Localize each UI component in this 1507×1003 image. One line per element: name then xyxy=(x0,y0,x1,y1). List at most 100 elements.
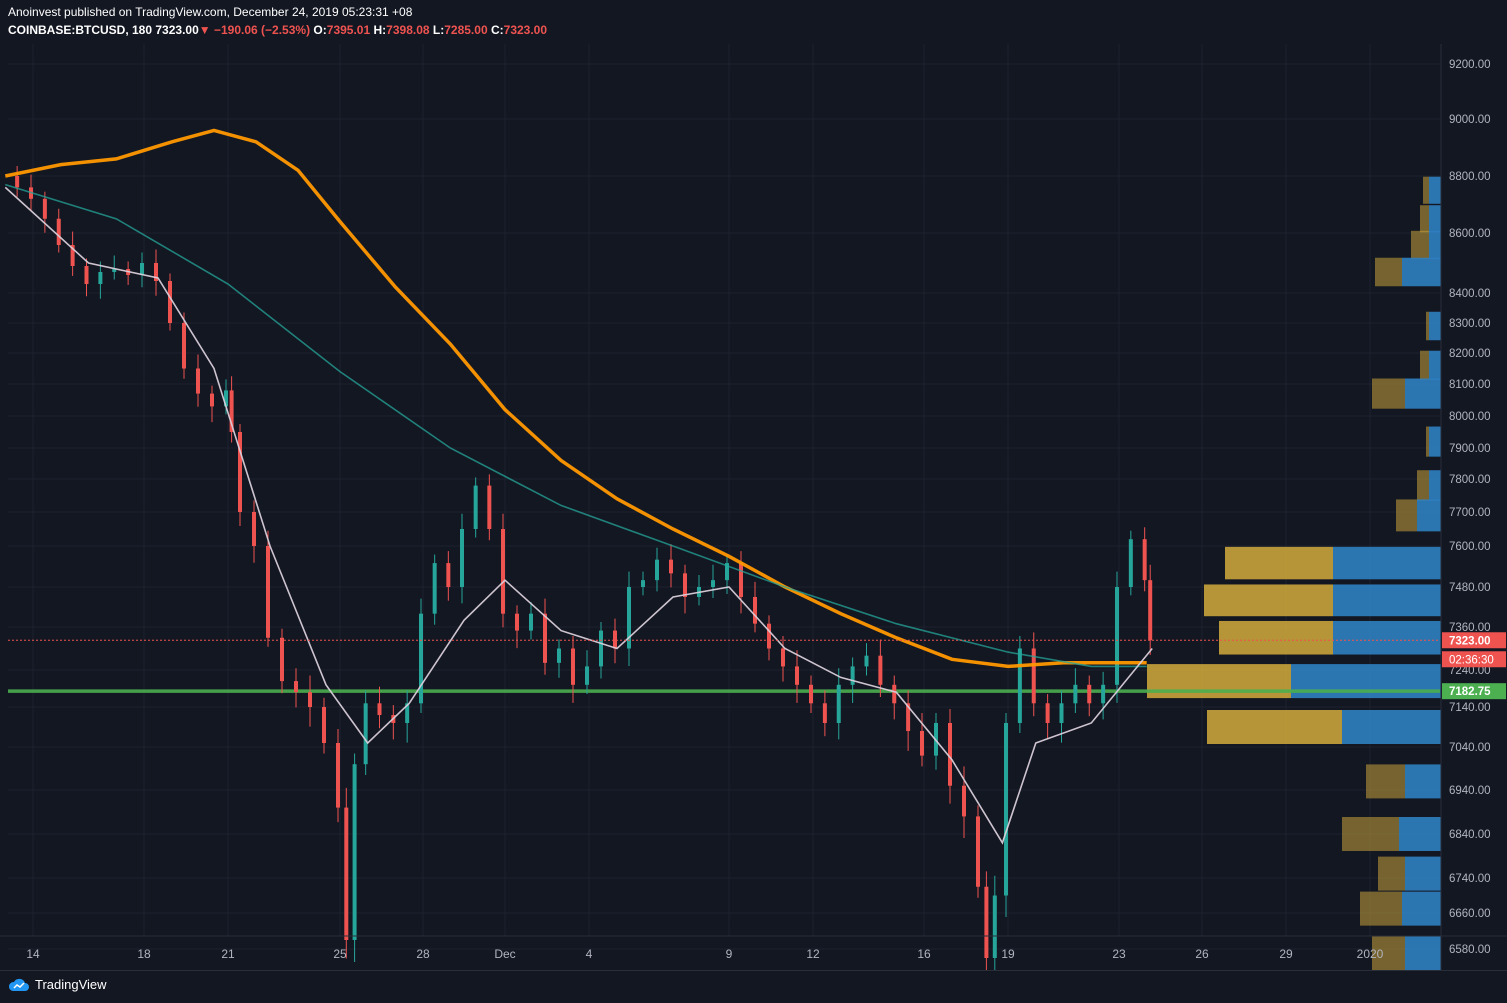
x-tick-label-6: 4 xyxy=(586,947,593,961)
candle-body-56 xyxy=(753,597,757,624)
candle-body-55 xyxy=(739,563,743,597)
time-axis[interactable]: 14 18 21 25 28 Dec 4 9 12 16 19 23 26 29 2020 xyxy=(0,935,1507,961)
candle-body-21 xyxy=(280,637,284,682)
x-tick-label-11: 23 xyxy=(1112,947,1126,961)
candle-body-39 xyxy=(515,613,519,631)
candle-body-40 xyxy=(529,613,533,631)
tradingview-logo[interactable]: TradingView xyxy=(8,977,107,992)
vp-buy-3 xyxy=(1402,257,1441,287)
open-value: 7395.01 xyxy=(326,23,371,37)
candle-body-18 xyxy=(238,432,242,512)
vp-buy-6 xyxy=(1405,378,1441,409)
grid-lines xyxy=(8,44,1440,950)
vp-sell-7 xyxy=(1426,426,1429,457)
vp-sell-3 xyxy=(1375,257,1402,287)
candle-body-85 xyxy=(1142,539,1147,581)
candle-body-8 xyxy=(112,269,117,272)
candle-body-82 xyxy=(1101,684,1106,704)
vp-sell-15 xyxy=(1366,764,1405,799)
vp-buy-18 xyxy=(1402,891,1441,926)
y-tick-label-11: 7700.00 xyxy=(1449,507,1491,519)
candle-body-65 xyxy=(878,655,883,685)
vp-buy-10 xyxy=(1333,546,1441,580)
price-chart[interactable]: 9200.00 9000.00 8800.00 8600.00 8400.00 8300.… xyxy=(0,44,1507,977)
candle-body-14 xyxy=(196,368,200,394)
vp-buy-7 xyxy=(1429,426,1441,457)
vp-buy-0 xyxy=(1429,176,1441,204)
x-tick-label-3: 25 xyxy=(333,947,347,961)
candle-body-51 xyxy=(683,573,687,597)
x-tick-label-10: 19 xyxy=(1001,947,1015,961)
vp-sell-19 xyxy=(1372,936,1405,971)
vp-buy-4 xyxy=(1429,311,1441,341)
candle-body-47 xyxy=(627,587,631,649)
y-tick-label-15: 7240.00 xyxy=(1449,665,1491,677)
y-tick-label-16: 7140.00 xyxy=(1449,702,1491,714)
symbol-label[interactable]: COINBASE:BTCUSD, 180 xyxy=(8,23,153,37)
y-tick-label-19: 6840.00 xyxy=(1449,829,1491,841)
candle-body-42 xyxy=(557,648,561,663)
candle-body-32 xyxy=(419,613,423,704)
y-tick-label-12: 7600.00 xyxy=(1449,541,1491,553)
y-tick-label-9: 7900.00 xyxy=(1449,443,1491,455)
y-tick-label-0: 9200.00 xyxy=(1449,59,1491,71)
cloud-icon xyxy=(8,978,29,991)
x-tick-label-14: 2020 xyxy=(1357,947,1384,961)
candle-body-10 xyxy=(140,263,144,275)
high-label: H: xyxy=(373,23,387,37)
ohlc-line: COINBASE:BTCUSD, 180 7323.00▼ −190.06 (−… xyxy=(8,23,547,37)
x-tick-label-13: 29 xyxy=(1279,947,1293,961)
candle-body-84 xyxy=(1128,539,1133,587)
candle-body-53 xyxy=(711,580,715,587)
candle-body-41 xyxy=(543,613,547,663)
candle-body-38 xyxy=(501,529,505,614)
candle-body-70 xyxy=(948,723,952,786)
x-tick-label-7: 9 xyxy=(726,947,733,961)
candle-body-66 xyxy=(892,684,897,704)
x-tick-label-5: Dec xyxy=(494,947,515,961)
y-tick-label-14: 7360.00 xyxy=(1449,622,1491,634)
candle-body-22 xyxy=(294,681,298,693)
volume-profile xyxy=(1147,176,1441,971)
candle-body-15 xyxy=(210,393,214,407)
price-axis[interactable]: 9200.00 9000.00 8800.00 8600.00 8400.00 8300.… xyxy=(1440,44,1507,970)
candle-body-59 xyxy=(795,666,799,685)
vp-buy-2 xyxy=(1429,230,1441,260)
low-value: 7285.00 xyxy=(444,23,488,37)
ma-line-1 xyxy=(5,183,1147,668)
candle-body-20 xyxy=(266,546,270,638)
vp-sell-9 xyxy=(1396,499,1417,532)
y-tick-label-2: 8800.00 xyxy=(1449,171,1491,183)
candle-body-11 xyxy=(154,263,158,281)
vp-buy-13 xyxy=(1291,664,1441,699)
y-tick-label-6: 8200.00 xyxy=(1449,348,1491,360)
candle-body-45 xyxy=(599,630,603,667)
y-tick-label-8: 8000.00 xyxy=(1449,411,1491,423)
candle-body-73 xyxy=(984,886,989,958)
vp-buy-17 xyxy=(1405,856,1441,891)
y-tick-label-10: 7800.00 xyxy=(1449,474,1491,486)
y-tick-label-3: 8600.00 xyxy=(1449,228,1491,240)
high-value: 7398.08 xyxy=(386,23,430,37)
candle-body-72 xyxy=(976,816,980,887)
y-tick-label-1: 9000.00 xyxy=(1449,114,1491,126)
candle-body-60 xyxy=(809,684,813,704)
candle-body-68 xyxy=(920,731,924,756)
vp-buy-19 xyxy=(1405,936,1441,971)
y-tick-label-18: 6940.00 xyxy=(1449,785,1491,797)
candle-body-63 xyxy=(850,666,855,685)
candle-body-4 xyxy=(56,218,61,245)
vp-sell-12 xyxy=(1219,620,1333,655)
x-tick-label-0: 14 xyxy=(26,947,40,961)
candle-body-26 xyxy=(344,807,349,940)
candle-body-5 xyxy=(70,245,75,266)
moving-averages xyxy=(4,128,1153,845)
last-price: 7323.00 xyxy=(155,23,199,37)
candle-body-81 xyxy=(1087,684,1092,704)
candle-body-37 xyxy=(487,485,492,529)
countdown-text: 02:36:30 xyxy=(1449,654,1494,666)
chart-area[interactable]: 9200.00 9000.00 8800.00 8600.00 8400.00 8300.… xyxy=(0,44,1507,977)
vp-buy-11 xyxy=(1333,584,1441,617)
open-label: O: xyxy=(313,23,327,37)
brand-name: TradingView xyxy=(35,977,107,992)
